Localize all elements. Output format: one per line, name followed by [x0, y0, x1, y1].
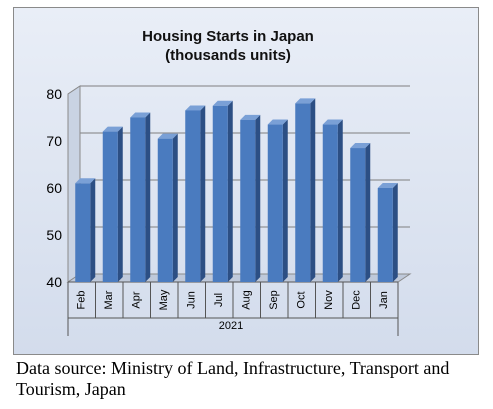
bar-top [267, 119, 288, 125]
x-category-label: May [158, 289, 170, 310]
bar [157, 133, 178, 282]
bar-front [295, 103, 311, 283]
bar-side [392, 183, 398, 282]
bar [130, 112, 151, 282]
bar-front [157, 138, 173, 282]
bar-front [185, 110, 201, 282]
x-category-label: Oct [296, 291, 308, 308]
chart-svg: Housing Starts in Japan (thousands units… [46, 28, 412, 336]
bar-top [157, 133, 178, 139]
y-tick-labels: 40 50 60 70 80 [46, 86, 62, 290]
data-source-caption: Data source: Ministry of Land, Infrastru… [16, 358, 450, 399]
bar-top [130, 112, 151, 118]
bar-side [310, 98, 316, 283]
bar-top [295, 98, 316, 104]
bar-front [240, 119, 256, 282]
bar [295, 98, 316, 283]
bar-front [75, 183, 91, 282]
bar-side [282, 119, 288, 282]
bar-front [102, 131, 118, 282]
x-category-label: Jul [213, 293, 225, 307]
bar-top [212, 100, 233, 106]
x-category-label: Aug [241, 290, 253, 310]
bar-side [337, 119, 343, 282]
bar-top [350, 143, 371, 149]
bar [377, 183, 398, 282]
bar-top [185, 105, 206, 111]
y-tick-label: 70 [46, 133, 62, 149]
bar [185, 105, 206, 282]
bar-side [145, 112, 151, 282]
x-category-label: Sep [268, 290, 280, 310]
bar [322, 119, 343, 282]
bar-side [90, 178, 96, 282]
bar-top [322, 119, 343, 125]
y-tick-label: 80 [46, 86, 62, 102]
bar-front [350, 148, 366, 282]
x-axis-year-label: 2021 [219, 320, 243, 332]
bar-side [200, 105, 206, 282]
chart-title: Housing Starts in Japan [142, 28, 314, 45]
bar-front [130, 117, 146, 282]
bar-top [377, 183, 398, 188]
bar-top [240, 114, 261, 120]
bar-side [365, 143, 371, 282]
chart-subtitle: (thousands units) [165, 47, 291, 64]
x-category-label: Apr [131, 291, 143, 308]
bar-side [255, 114, 261, 282]
bar [240, 114, 261, 282]
bar-front [212, 105, 228, 282]
bar [212, 100, 233, 282]
y-tick-label: 60 [46, 180, 62, 196]
bar-front [377, 188, 393, 282]
bar-top [102, 126, 123, 132]
x-category-label: Dec [351, 290, 363, 310]
bar-side [117, 126, 123, 282]
bar-side [227, 100, 233, 282]
bar [350, 143, 371, 282]
x-category-labels: Feb Mar Apr May Jun Jul Aug Sep Oct Nov Dec Jan [76, 289, 391, 310]
y-tick-label: 50 [46, 227, 62, 243]
bar-side [172, 133, 178, 282]
bar [102, 126, 123, 282]
bars [75, 98, 398, 283]
bar-top [75, 178, 96, 184]
bar-front [322, 124, 338, 282]
bar [267, 119, 288, 282]
bar [75, 178, 96, 282]
x-category-label: Jun [186, 291, 198, 309]
x-category-label: Feb [76, 291, 88, 310]
x-category-label: Nov [323, 290, 335, 310]
x-category-label: Jan [378, 291, 390, 309]
bar-front [267, 124, 283, 282]
x-category-label: Mar [103, 290, 115, 309]
y-tick-label: 40 [46, 274, 62, 290]
